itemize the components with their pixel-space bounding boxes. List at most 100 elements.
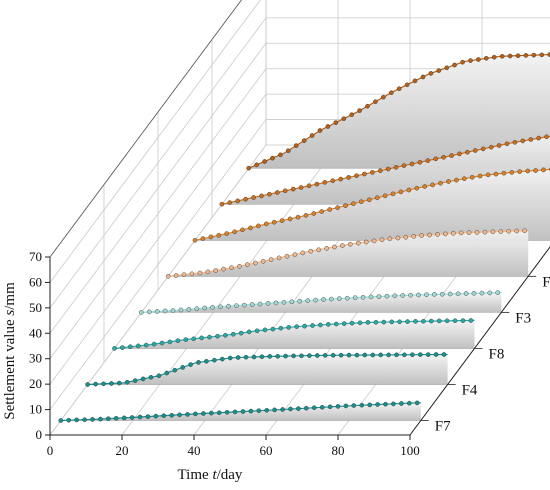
- series-point: [471, 290, 477, 296]
- series-point: [458, 230, 464, 236]
- series-curtain-f9: [168, 230, 529, 277]
- series-point: [450, 230, 456, 236]
- series-point: [531, 52, 537, 58]
- series-point: [373, 319, 379, 325]
- series-point: [393, 164, 399, 170]
- series-point: [536, 135, 542, 141]
- series-point: [224, 231, 229, 236]
- series-point: [284, 253, 290, 259]
- series-point: [82, 417, 87, 423]
- series-f8: F8: [112, 318, 504, 362]
- series-curtain-f3: [141, 292, 502, 313]
- series-point: [311, 405, 317, 411]
- series-point: [270, 155, 275, 161]
- series-point: [376, 294, 382, 299]
- series-point: [229, 265, 234, 271]
- series-point: [132, 378, 138, 383]
- series-point: [148, 374, 154, 380]
- series-point: [402, 352, 407, 358]
- series-point: [301, 138, 307, 143]
- series-point: [307, 353, 312, 358]
- series-point: [310, 323, 315, 328]
- series-point: [447, 291, 453, 297]
- x-tick-label: 100: [400, 443, 420, 458]
- series-point: [495, 290, 501, 295]
- series-point: [405, 319, 410, 324]
- series-point: [362, 171, 367, 177]
- series-point: [257, 301, 263, 307]
- series-point: [352, 295, 358, 301]
- series-point: [441, 154, 446, 160]
- series-point: [346, 175, 351, 180]
- series-point: [354, 352, 360, 358]
- series-point: [414, 400, 420, 406]
- series-point: [472, 148, 478, 153]
- series-point: [245, 262, 250, 267]
- series-point: [468, 58, 473, 63]
- series-point: [181, 272, 187, 278]
- series-point: [287, 216, 293, 222]
- y-tick-label: 20: [29, 376, 42, 391]
- series-point: [357, 108, 362, 113]
- series-point: [303, 405, 309, 411]
- series-point: [452, 62, 457, 68]
- series-point: [483, 56, 489, 61]
- series-point: [463, 291, 469, 296]
- series-point: [333, 120, 339, 125]
- series-point: [403, 234, 409, 240]
- series-point: [351, 403, 357, 408]
- series-point: [428, 71, 434, 76]
- series-point: [196, 360, 201, 365]
- series-point: [427, 232, 432, 238]
- series-point: [199, 335, 204, 341]
- series-point: [265, 301, 271, 306]
- series-point: [404, 82, 410, 88]
- series-point: [226, 303, 231, 309]
- series-point: [215, 333, 220, 339]
- depth-axis-line: [409, 246, 550, 436]
- series-point: [112, 346, 117, 351]
- series-point: [300, 250, 306, 256]
- series-point: [137, 414, 143, 420]
- series-point: [362, 352, 368, 358]
- series-point: [293, 143, 299, 148]
- series-point: [127, 344, 133, 350]
- series-point: [201, 411, 206, 416]
- series-point: [159, 340, 165, 346]
- series-point: [256, 223, 261, 229]
- series-point: [528, 137, 534, 142]
- series-point: [520, 138, 526, 144]
- series-point: [413, 319, 418, 324]
- series-point: [341, 116, 347, 121]
- series-point: [230, 331, 236, 337]
- series-point: [390, 191, 396, 197]
- series-point: [469, 174, 475, 180]
- series-point: [544, 134, 549, 140]
- series-point: [325, 322, 331, 327]
- series-point: [219, 201, 225, 207]
- series-point: [313, 297, 318, 303]
- series-point: [156, 373, 162, 379]
- series-point: [539, 52, 545, 58]
- series-point: [185, 412, 190, 417]
- series-point: [368, 294, 374, 300]
- series-point: [246, 165, 251, 171]
- series-point: [317, 128, 323, 133]
- x-tick-label: 80: [332, 443, 345, 458]
- series-point: [394, 352, 399, 358]
- series-point: [408, 292, 413, 298]
- series-point: [232, 409, 238, 415]
- series-point: [460, 318, 466, 323]
- series-point: [162, 308, 168, 314]
- series-point: [178, 307, 184, 313]
- series-point: [425, 352, 431, 357]
- series-point: [420, 74, 426, 80]
- series-point: [311, 211, 317, 216]
- series-point: [541, 167, 546, 173]
- series-point: [212, 357, 217, 363]
- series-point: [241, 302, 247, 308]
- series-point: [58, 418, 64, 423]
- series-point: [321, 297, 326, 302]
- series-point: [406, 400, 412, 406]
- series-point: [517, 169, 523, 174]
